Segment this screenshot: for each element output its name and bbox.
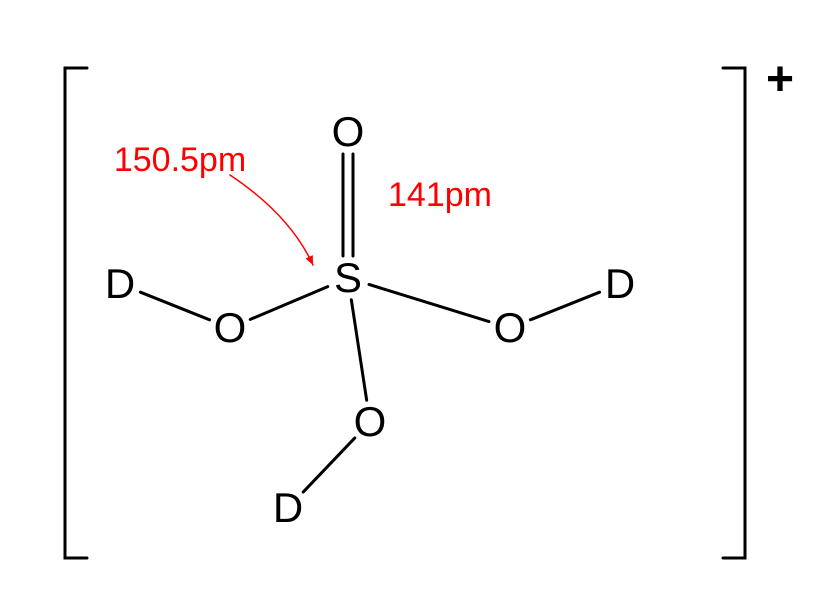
charge-plus: + (766, 56, 794, 104)
atom-o-top: O (332, 111, 365, 153)
atom-d-right: D (605, 263, 635, 305)
atom-s: S (334, 257, 362, 299)
atom-d-bottom: D (273, 487, 303, 529)
atom-o-right: O (494, 307, 527, 349)
bond-length-s-o-single: 150.5pm (114, 143, 246, 177)
bond-length-s-o-double: 141pm (388, 178, 492, 212)
atom-d-left: D (105, 263, 135, 305)
atom-o-left: O (214, 307, 247, 349)
atom-o-bottom: O (354, 401, 387, 443)
